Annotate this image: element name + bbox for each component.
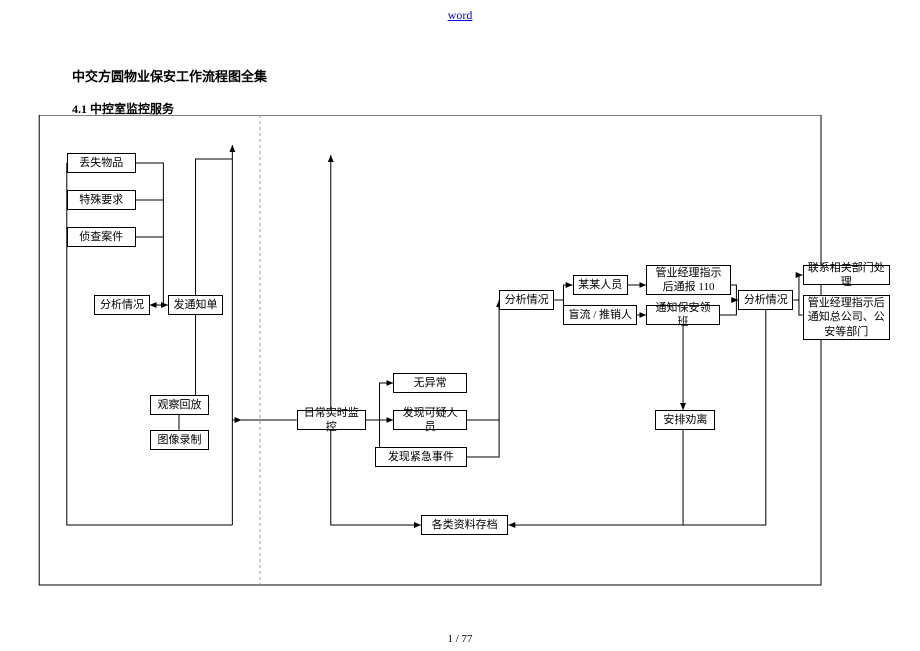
node-notice: 发通知单 xyxy=(168,295,223,315)
node-lost: 丢失物品 xyxy=(67,153,136,173)
node-notifylead: 通知保安领班 xyxy=(646,305,720,325)
node-analyze3: 分析情况 xyxy=(738,290,793,310)
header-link[interactable]: word xyxy=(0,8,920,23)
node-special: 特殊要求 xyxy=(67,190,136,210)
node-suspect: 发现可疑人员 xyxy=(393,410,467,430)
node-arrange: 安排劝离 xyxy=(655,410,715,430)
node-contact: 联系相关部门处理 xyxy=(803,265,890,285)
node-emergency: 发现紧急事件 xyxy=(375,447,467,467)
page-footer: 1 / 77 xyxy=(0,633,920,645)
node-someone: 某某人员 xyxy=(573,275,628,295)
node-stray: 盲流 / 推销人 xyxy=(563,305,637,325)
node-archive: 各类资料存档 xyxy=(421,515,508,535)
node-analyze1: 分析情况 xyxy=(94,295,149,315)
node-analyze2: 分析情况 xyxy=(499,290,554,310)
node-monitor: 日常实时监控 xyxy=(297,410,366,430)
node-record: 图像录制 xyxy=(150,430,210,450)
document-title: 中交方圆物业保安工作流程图全集 xyxy=(72,66,267,85)
node-normal: 无异常 xyxy=(393,373,467,393)
node-mgrnotify: 管业经理指示后通知总公司、公安等部门 xyxy=(803,295,890,340)
flowchart-canvas: 丢失物品特殊要求侦查案件分析情况发通知单观察回放图像录制日常实时监控无异常发现可… xyxy=(30,115,900,595)
node-investig: 侦查案件 xyxy=(67,227,136,247)
node-mgr110: 管业经理指示后通报 110 xyxy=(646,265,731,295)
node-playback: 观察回放 xyxy=(150,395,210,415)
